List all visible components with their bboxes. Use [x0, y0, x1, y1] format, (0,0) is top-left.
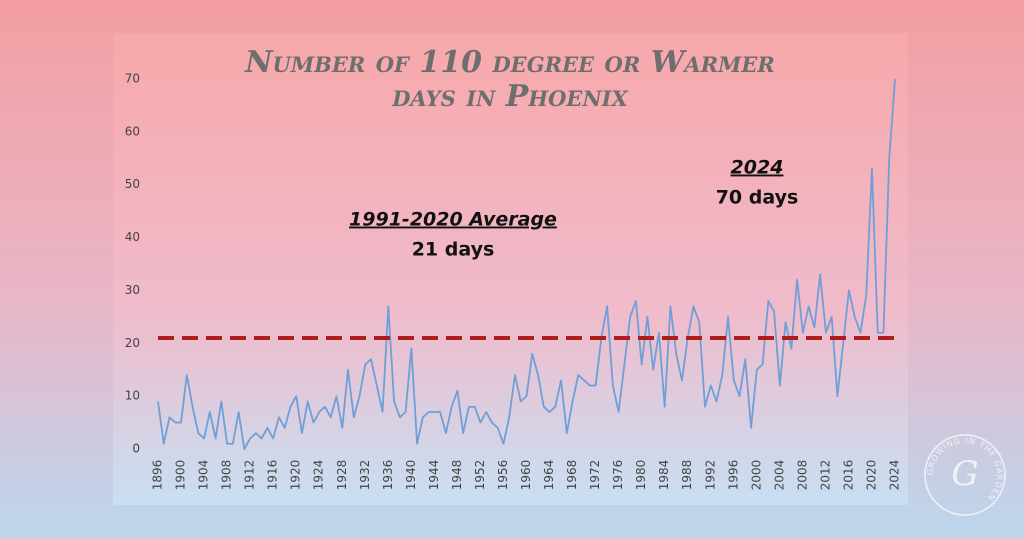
x-tick-label: 1964: [542, 460, 556, 491]
x-tick-label: 1948: [450, 460, 464, 491]
logo-letter: G: [951, 454, 978, 494]
annotation-text: 21 days: [412, 239, 495, 261]
x-tick-label: 2016: [841, 460, 855, 491]
x-tick-label: 1968: [565, 460, 579, 491]
x-tick-label: 1940: [404, 460, 418, 491]
data-line: [157, 78, 896, 450]
x-tick-label: 2008: [795, 460, 809, 491]
y-tick-label: 50: [125, 177, 140, 191]
x-tick-label: 1904: [197, 460, 211, 491]
y-tick-label: 60: [125, 124, 140, 138]
title-line: Number of 110 degree or Warmer: [244, 45, 775, 80]
x-tick-label: 1916: [266, 460, 280, 491]
x-tick-label: 1960: [519, 460, 533, 491]
x-tick-label: 1912: [243, 460, 257, 491]
x-tick-label: 1924: [312, 460, 326, 491]
x-tick-label: 1900: [174, 460, 188, 491]
chart-title: Number of 110 degree or Warmer days in P…: [244, 45, 775, 114]
x-tick-label: 1952: [473, 460, 487, 491]
y-tick-label: 20: [125, 336, 140, 350]
x-tick-label: 2000: [749, 460, 763, 491]
x-tick-label: 1972: [588, 460, 602, 491]
x-tick-label: 1936: [381, 460, 395, 491]
title-line: days in Phoenix: [391, 79, 628, 114]
x-tick-label: 2004: [772, 460, 786, 491]
x-tick-label: 2012: [818, 460, 832, 491]
x-tick-label: 1988: [680, 460, 694, 491]
y-tick-label: 0: [132, 442, 140, 456]
annotation-title: 2024: [731, 157, 784, 179]
x-tick-label: 1980: [634, 460, 648, 491]
logo-circle: [924, 434, 1006, 516]
x-tick-label: 1996: [726, 460, 740, 491]
x-tick-label: 2024: [888, 460, 902, 491]
y-tick-label: 40: [125, 230, 140, 244]
x-tick-label: 1932: [358, 460, 372, 491]
x-tick-label: 1896: [151, 460, 165, 491]
x-tick-label: 1976: [611, 460, 625, 491]
x-tick-label: 1944: [427, 460, 441, 491]
annotation: 1991-2020 Average 21 days 2024 70 days: [349, 157, 798, 261]
x-tick-label: 1984: [657, 460, 671, 491]
y-tick-label: 30: [125, 283, 140, 297]
x-tick-label: 1992: [703, 460, 717, 491]
annotation-title: 1991-2020 Average: [349, 209, 557, 231]
y-tick-label: 70: [125, 72, 140, 86]
y-tick-label: 10: [125, 389, 140, 403]
x-tick-label: 1920: [289, 460, 303, 491]
annotation-text: 70 days: [716, 187, 799, 209]
x-tick-label: 1928: [335, 460, 349, 491]
x-tick-label: 1908: [220, 460, 234, 491]
chart-panel: [113, 33, 908, 505]
x-tick-label: 1956: [496, 460, 510, 491]
x-tick-label: 2020: [864, 460, 878, 491]
